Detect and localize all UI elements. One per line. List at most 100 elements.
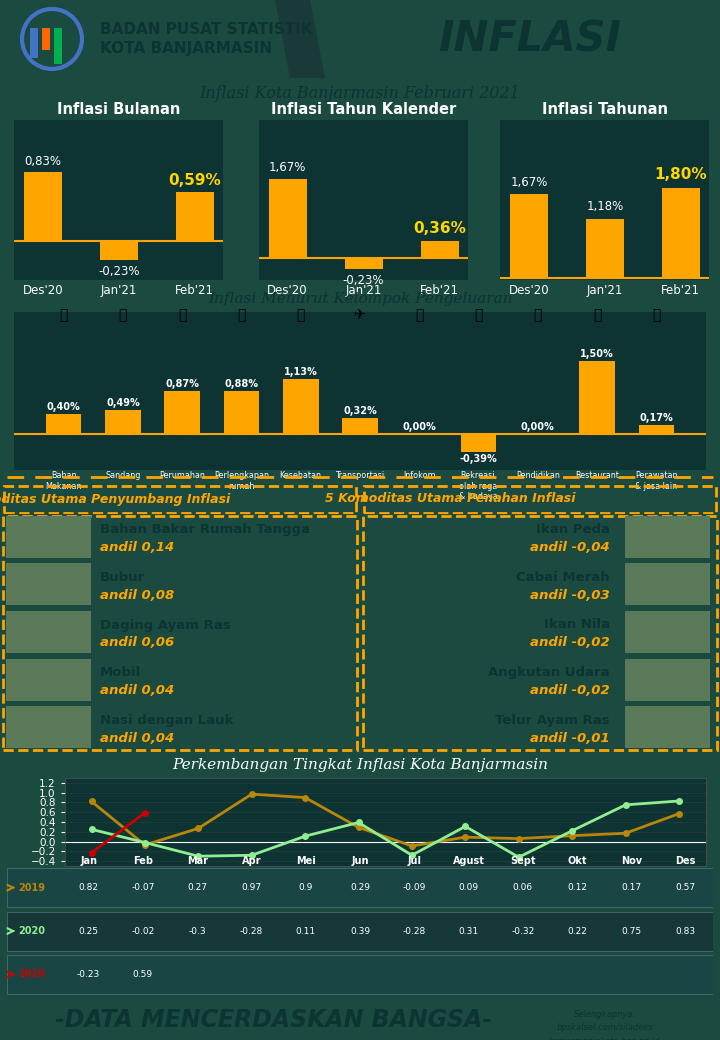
Bar (6, 658, 91, 701)
Bar (54, 28, 62, 64)
Text: andil 0,08: andil 0,08 (100, 589, 174, 602)
Text: andil -0,02: andil -0,02 (530, 636, 610, 650)
Bar (7, 911, 713, 951)
Text: 0.31: 0.31 (459, 927, 479, 936)
Bar (586, 218, 624, 278)
Title: Inflasi Tahun Kalender: Inflasi Tahun Kalender (271, 103, 456, 118)
Text: 1,67%: 1,67% (510, 176, 548, 188)
Text: Inflasi Menurut Kelompok Pengeluaran: Inflasi Menurut Kelompok Pengeluaran (208, 292, 512, 306)
Text: INFLASI: INFLASI (438, 18, 621, 60)
Text: 0.9: 0.9 (299, 883, 313, 892)
Text: 💜: 💜 (652, 308, 660, 321)
Text: 5 Komoditas Utama Penahan Inflasi: 5 Komoditas Utama Penahan Inflasi (325, 493, 575, 505)
Text: Nov: Nov (621, 856, 642, 866)
Text: andil 0,06: andil 0,06 (100, 636, 174, 650)
Text: 2020: 2020 (18, 969, 45, 980)
Text: Ikan Peda: Ikan Peda (536, 523, 610, 537)
Text: Bahan Bakar Rumah Tangga: Bahan Bakar Rumah Tangga (100, 523, 310, 537)
Text: Bubur: Bubur (100, 571, 145, 583)
Text: -0.02: -0.02 (131, 927, 155, 936)
Bar (580, 361, 615, 434)
Bar (6, 516, 91, 557)
Text: Agust: Agust (453, 856, 485, 866)
Text: 0.09: 0.09 (459, 883, 479, 892)
Bar (7, 955, 713, 994)
Bar (100, 241, 138, 260)
Text: andil 0,14: andil 0,14 (100, 541, 174, 554)
Bar (46, 414, 81, 434)
Text: 0.75: 0.75 (621, 927, 642, 936)
Text: andil -0,03: andil -0,03 (530, 589, 610, 602)
Text: Nasi dengan Lauk: Nasi dengan Lauk (100, 713, 233, 727)
Text: -0,23%: -0,23% (98, 264, 140, 278)
Text: 0,49%: 0,49% (106, 397, 140, 408)
Bar (7, 868, 713, 907)
Text: 2020: 2020 (18, 926, 45, 936)
Text: 0.25: 0.25 (78, 927, 99, 936)
Bar (625, 706, 710, 748)
Text: Mobil: Mobil (100, 666, 141, 679)
Text: Apr: Apr (242, 856, 261, 866)
Text: 1,50%: 1,50% (580, 348, 614, 359)
Bar (461, 434, 496, 452)
Text: 0.59: 0.59 (132, 970, 153, 979)
Text: 0,36%: 0,36% (413, 222, 466, 236)
Text: 🏠: 🏠 (178, 308, 186, 321)
Text: 0,83%: 0,83% (24, 155, 61, 167)
Text: andil -0,02: andil -0,02 (530, 684, 610, 697)
Text: Des: Des (675, 856, 696, 866)
Bar (6, 564, 91, 605)
Text: Jan: Jan (80, 856, 97, 866)
Text: Okt: Okt (567, 856, 587, 866)
Text: 1,67%: 1,67% (269, 161, 307, 175)
Text: 0.57: 0.57 (675, 883, 696, 892)
Text: 0,00%: 0,00% (402, 421, 436, 432)
Text: 🍔: 🍔 (593, 308, 601, 321)
Bar (6, 610, 91, 653)
Text: 💊: 💊 (297, 308, 305, 321)
Text: Ikan Nila: Ikan Nila (544, 619, 610, 631)
Bar (420, 241, 459, 258)
Bar (510, 194, 548, 278)
Text: 🎓: 🎓 (534, 308, 542, 321)
Text: 0,87%: 0,87% (165, 380, 199, 389)
Text: 1,18%: 1,18% (586, 200, 624, 213)
Text: 0,32%: 0,32% (343, 406, 377, 416)
Text: Angkutan Udara: Angkutan Udara (488, 666, 610, 679)
Text: andil -0,01: andil -0,01 (530, 732, 610, 745)
Text: Feb: Feb (133, 856, 153, 866)
Text: -0.32: -0.32 (511, 927, 534, 936)
Bar (342, 418, 378, 434)
Text: 🏃: 🏃 (474, 308, 482, 321)
Text: 📱: 📱 (415, 308, 423, 321)
Text: Jun: Jun (351, 856, 369, 866)
Bar (224, 391, 259, 434)
Text: 0,17%: 0,17% (639, 413, 673, 423)
Text: ✈️: ✈️ (354, 308, 366, 321)
Text: 0,40%: 0,40% (47, 402, 81, 412)
Bar (105, 410, 140, 434)
Bar (662, 187, 700, 278)
Text: -DATA MENCERDASKAN BANGSA-: -DATA MENCERDASKAN BANGSA- (55, 1008, 492, 1032)
Text: 0.11: 0.11 (296, 927, 316, 936)
Text: 0.22: 0.22 (567, 927, 587, 936)
Text: Selengkapnya:
bpskalsel.com/siladeks
banjarmasinkota.bps.go.id: Selengkapnya: bpskalsel.com/siladeks ban… (549, 1010, 661, 1040)
Text: 0.17: 0.17 (621, 883, 642, 892)
Bar (30, 28, 38, 58)
Text: Inflasi Kota Banjarmasin Februari 2021: Inflasi Kota Banjarmasin Februari 2021 (199, 84, 521, 102)
Text: -0,39%: -0,39% (459, 454, 498, 465)
Text: Telur Ayam Ras: Telur Ayam Ras (495, 713, 610, 727)
Text: 0.27: 0.27 (187, 883, 207, 892)
Text: 1,13%: 1,13% (284, 367, 318, 376)
Title: Inflasi Bulanan: Inflasi Bulanan (57, 103, 181, 118)
Bar (24, 172, 62, 241)
Text: -0.3: -0.3 (189, 927, 206, 936)
Text: Jul: Jul (408, 856, 421, 866)
Text: 0.12: 0.12 (567, 883, 587, 892)
Text: 1,80%: 1,80% (654, 167, 707, 182)
Text: -0.07: -0.07 (131, 883, 155, 892)
Text: 🛒: 🛒 (60, 308, 68, 321)
Text: 0.39: 0.39 (350, 927, 370, 936)
Text: 5 Komoditas Utama Penyumbang Inflasi: 5 Komoditas Utama Penyumbang Inflasi (0, 493, 230, 505)
Text: 0,59%: 0,59% (168, 173, 221, 188)
